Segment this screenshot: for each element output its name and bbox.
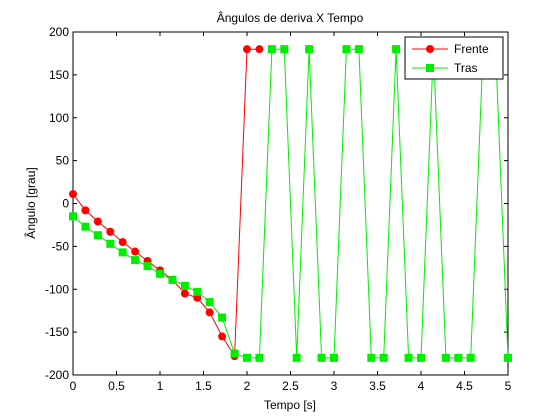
data-point-tras <box>305 45 314 54</box>
y-tick-label: 50 <box>56 154 70 168</box>
x-tick-label: 4 <box>418 379 425 393</box>
data-point-tras <box>218 313 227 322</box>
data-point-tras <box>392 45 401 54</box>
data-point-tras <box>156 269 164 278</box>
data-point-frente <box>118 238 127 247</box>
x-axis-title: Tempo [s] <box>264 398 316 412</box>
tick-layer: 0 0.5 1 1.5 2 2.5 3 3.5 4 4.5 5 -200 -150 -100 -50 0 50 1… <box>45 25 512 393</box>
data-point-frente <box>93 217 102 226</box>
y-tick-label: 150 <box>49 68 69 82</box>
x-tick-label: 1.5 <box>195 379 212 393</box>
data-point-tras <box>267 45 276 54</box>
data-point-frente <box>180 289 189 298</box>
data-point-tras <box>466 353 475 362</box>
y-tick-label: 100 <box>49 111 69 125</box>
data-point-frente <box>69 190 77 199</box>
data-point-tras <box>180 281 189 290</box>
data-point-frente <box>243 45 251 54</box>
data-point-tras <box>404 353 413 362</box>
data-point-tras <box>454 353 463 362</box>
legend-marker-frente <box>426 45 434 53</box>
data-point-tras <box>118 248 127 257</box>
x-tick-label: 0 <box>70 379 77 393</box>
data-point-tras <box>143 262 152 271</box>
data-point-tras <box>193 287 202 296</box>
data-point-tras <box>317 353 326 362</box>
x-tick-label: 2 <box>244 379 251 393</box>
x-tick-label: 0.5 <box>108 379 125 393</box>
data-point-frente <box>255 45 264 54</box>
data-point-tras <box>367 353 376 362</box>
data-point-tras <box>106 239 115 248</box>
data-point-frente <box>193 293 202 302</box>
y-tick-label: -100 <box>45 282 69 296</box>
series-line-frente <box>72 48 260 358</box>
data-point-tras <box>379 353 388 362</box>
y-axis-title: Ângulo [grau] <box>23 167 38 238</box>
data-point-tras <box>330 353 338 362</box>
data-point-frente <box>218 332 227 341</box>
data-point-tras <box>441 353 450 362</box>
data-point-tras <box>168 275 177 284</box>
data-point-tras <box>93 231 102 240</box>
y-tick-label: -50 <box>52 239 70 253</box>
data-point-tras <box>205 298 214 307</box>
legend: Frente Tras <box>404 36 504 80</box>
x-tick-label: 1 <box>157 379 164 393</box>
x-tick-label: 2.5 <box>282 379 299 393</box>
data-point-tras <box>69 212 77 221</box>
data-point-frente <box>131 247 140 256</box>
y-tick-label: 200 <box>49 25 69 39</box>
y-tick-label: 0 <box>62 197 69 211</box>
data-point-tras <box>243 353 251 362</box>
x-tick-label: 4.5 <box>456 379 473 393</box>
chart-title: Ângulos de deriva X Tempo <box>217 10 364 25</box>
legend-label-frente: Frente <box>454 42 489 56</box>
series-layer <box>69 45 512 362</box>
data-point-tras <box>354 45 363 54</box>
y-tick-label: -200 <box>45 368 69 382</box>
data-point-tras <box>292 353 301 362</box>
data-point-tras <box>342 45 351 54</box>
legend-label-tras: Tras <box>454 61 478 75</box>
x-tick-label: 3.5 <box>369 379 386 393</box>
data-point-tras <box>230 349 239 358</box>
data-point-frente <box>81 206 90 215</box>
data-point-tras <box>280 45 289 54</box>
legend-marker-tras <box>426 64 434 72</box>
legend-box <box>404 36 504 80</box>
x-tick-label: 3 <box>331 379 338 393</box>
data-point-tras <box>81 222 90 231</box>
y-tick-label: -150 <box>45 325 69 339</box>
x-tick-label: 5 <box>505 379 512 393</box>
data-point-tras <box>417 353 425 362</box>
data-point-tras <box>504 353 512 362</box>
data-point-frente <box>106 227 115 236</box>
data-point-tras <box>131 256 140 265</box>
data-point-frente <box>205 308 214 317</box>
data-point-tras <box>255 353 264 362</box>
